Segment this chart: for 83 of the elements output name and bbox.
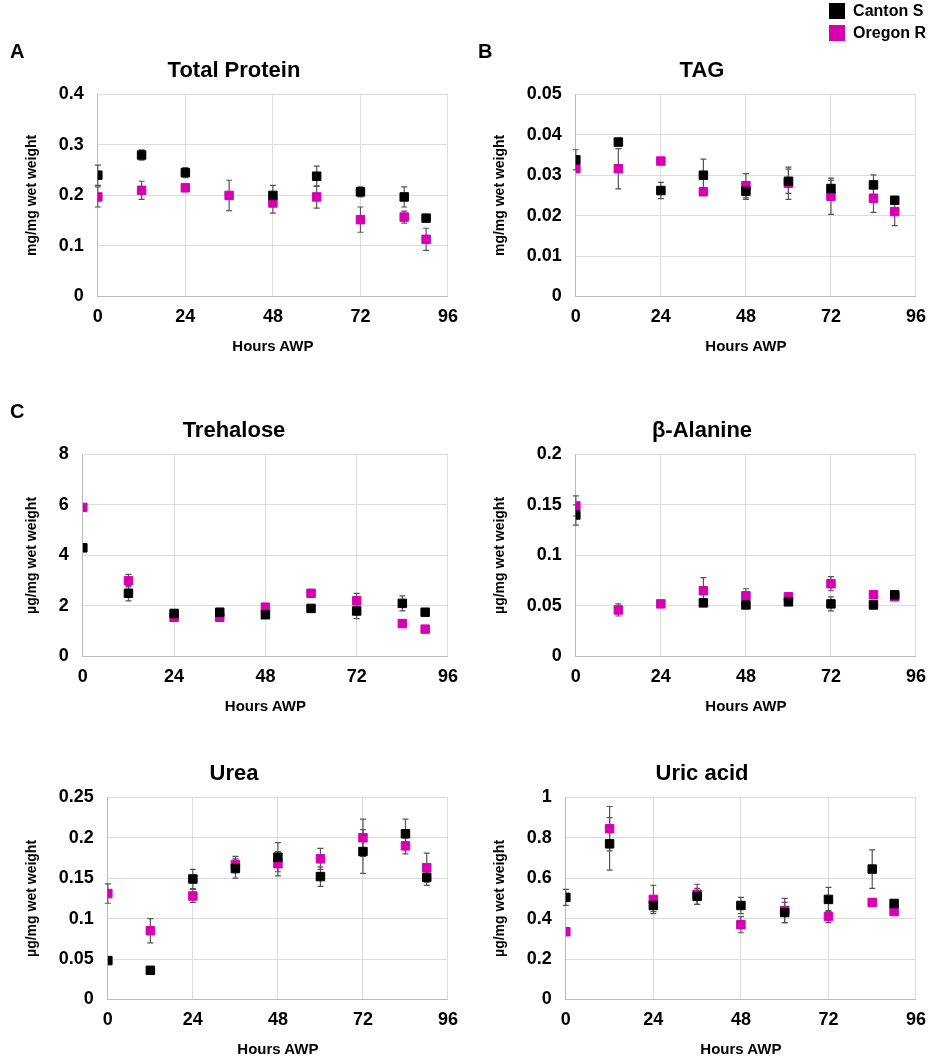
y-tick-label: 0.05 — [58, 947, 94, 968]
y-axis-title: µg/mg wet weight — [491, 839, 508, 957]
x-tick-label: 72 — [818, 1009, 839, 1030]
y-tick-label: 0.4 — [526, 907, 552, 928]
chart-title: TAG — [679, 57, 725, 83]
x-tick-label: 96 — [905, 1009, 926, 1030]
x-tick-label: 72 — [346, 666, 367, 687]
x-tick-label: 48 — [262, 306, 283, 327]
legend-label: Canton S — [853, 2, 924, 20]
chart-title: Uric acid — [655, 760, 749, 786]
y-tick-label: 0.4 — [58, 83, 84, 104]
y-tick-label: 0.04 — [526, 123, 562, 144]
x-tick-label: 96 — [437, 666, 458, 687]
y-tick-label: 0 — [73, 285, 84, 306]
x-tick-label: 96 — [437, 1009, 458, 1030]
y-tick-label: 8 — [58, 443, 69, 464]
x-tick-label: 0 — [102, 1009, 113, 1030]
x-tick-label: 24 — [164, 666, 185, 687]
y-tick-label: 0 — [551, 285, 562, 306]
x-tick-label: 48 — [267, 1009, 288, 1030]
x-axis-title: Hours AWP — [237, 1040, 319, 1058]
y-axis-title: µg/mg wet weight — [491, 496, 508, 614]
y-axis-title: µg/mg wet weight — [23, 496, 40, 614]
y-axis-title: mg/mg wet weight — [491, 134, 508, 257]
y-tick-label: 0.01 — [526, 244, 562, 265]
y-tick-label: 0.2 — [526, 947, 552, 968]
y-tick-label: 0.25 — [58, 786, 94, 807]
text: A — [10, 40, 25, 63]
y-tick-label: 2 — [58, 594, 69, 615]
x-axis-title: Hours AWP — [705, 337, 787, 355]
x-axis-title: Hours AWP — [224, 697, 306, 715]
x-tick-label: 72 — [350, 306, 371, 327]
x-axis-title: Hours AWP — [700, 1040, 782, 1058]
y-tick-label: 0.6 — [526, 867, 552, 888]
text: C — [10, 400, 25, 423]
y-tick-label: 1 — [541, 786, 552, 807]
y-tick-label: 6 — [58, 493, 69, 514]
chart-title: Urea — [209, 760, 260, 786]
chart-title: Total Protein — [167, 57, 301, 83]
x-tick-label: 48 — [735, 666, 756, 687]
y-tick-label: 0.2 — [58, 184, 84, 205]
legend-label: Oregon R — [853, 24, 926, 42]
x-tick-label: 48 — [255, 666, 276, 687]
x-tick-label: 72 — [352, 1009, 373, 1030]
y-tick-label: 0 — [551, 645, 562, 666]
chart-title: β-Alanine — [651, 417, 753, 443]
x-tick-label: 48 — [735, 306, 756, 327]
x-tick-label: 24 — [650, 666, 671, 687]
y-tick-label: 0.2 — [536, 443, 562, 464]
y-tick-label: 0.1 — [68, 907, 94, 928]
text: B — [478, 40, 493, 63]
x-axis-title: Hours AWP — [232, 337, 314, 355]
x-tick-label: 72 — [820, 306, 841, 327]
y-tick-label: 0.1 — [58, 234, 84, 255]
y-tick-label: 0 — [541, 988, 552, 1009]
x-tick-label: 24 — [650, 306, 671, 327]
x-tick-label: 24 — [182, 1009, 203, 1030]
y-axis-title: mg/mg wet weight — [23, 134, 40, 257]
y-tick-label: 4 — [58, 544, 69, 565]
y-tick-label: 0.15 — [58, 867, 94, 888]
x-axis-title: Hours AWP — [705, 697, 787, 715]
y-tick-label: 0.8 — [526, 826, 552, 847]
x-tick-label: 24 — [643, 1009, 664, 1030]
y-tick-label: 0.05 — [526, 594, 562, 615]
y-tick-label: 0.03 — [526, 164, 562, 185]
y-axis-title: µg/mg wet weight — [23, 839, 40, 957]
x-tick-label: 0 — [570, 666, 581, 687]
x-tick-label: 96 — [905, 666, 926, 687]
x-tick-label: 24 — [175, 306, 196, 327]
x-tick-label: 72 — [820, 666, 841, 687]
y-tick-label: 0.02 — [526, 204, 562, 225]
chart-title: Trehalose — [182, 417, 286, 443]
y-tick-label: 0.1 — [536, 544, 562, 565]
y-tick-label: 0.3 — [58, 133, 84, 154]
x-tick-label: 0 — [570, 306, 581, 327]
x-tick-label: 96 — [437, 306, 458, 327]
x-tick-label: 48 — [730, 1009, 751, 1030]
y-tick-label: 0 — [83, 988, 94, 1009]
y-tick-label: 0.2 — [68, 826, 94, 847]
y-tick-label: 0.15 — [526, 493, 562, 514]
y-tick-label: 0.05 — [526, 83, 562, 104]
x-tick-label: 96 — [905, 306, 926, 327]
y-tick-label: 0 — [58, 645, 69, 666]
